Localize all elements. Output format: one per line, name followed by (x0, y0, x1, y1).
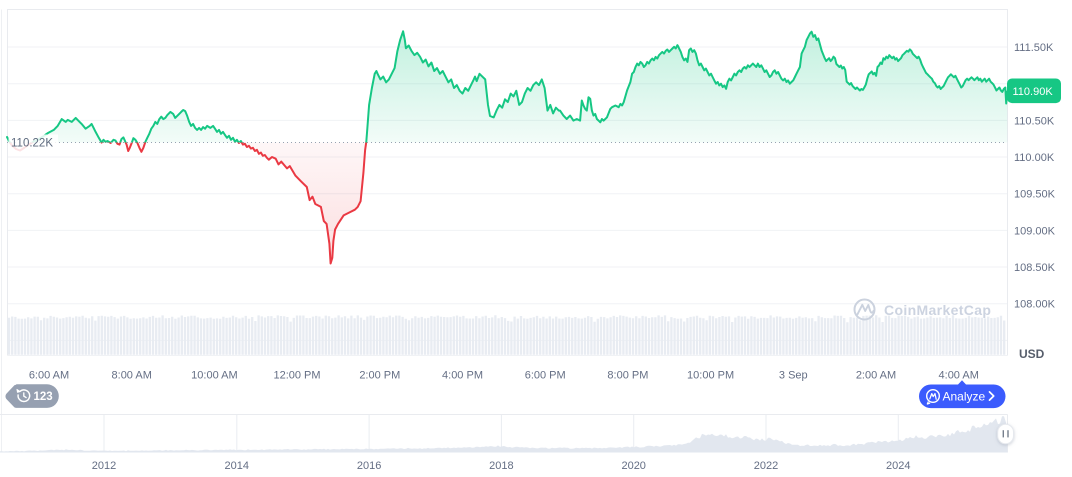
svg-text:2020: 2020 (621, 460, 645, 472)
svg-text:12:00 PM: 12:00 PM (273, 370, 320, 382)
svg-text:2016: 2016 (357, 460, 381, 472)
svg-text:108.00K: 108.00K (1014, 299, 1056, 311)
svg-text:2:00 AM: 2:00 AM (856, 370, 896, 382)
svg-text:123: 123 (34, 391, 53, 403)
svg-text:8:00 AM: 8:00 AM (112, 370, 152, 382)
svg-text:2018: 2018 (489, 460, 513, 472)
svg-text:109.00K: 109.00K (1014, 225, 1056, 237)
svg-text:USD: USD (1019, 347, 1045, 361)
svg-text:109.50K: 109.50K (1014, 189, 1056, 201)
svg-text:2024: 2024 (886, 460, 910, 472)
svg-text:Analyze: Analyze (943, 389, 986, 403)
svg-text:2012: 2012 (92, 460, 116, 472)
svg-text:2:00 PM: 2:00 PM (359, 370, 400, 382)
svg-text:10:00 PM: 10:00 PM (687, 370, 734, 382)
svg-text:8:00 PM: 8:00 PM (607, 370, 648, 382)
svg-text:6:00 AM: 6:00 AM (29, 370, 69, 382)
svg-text:4:00 AM: 4:00 AM (939, 370, 979, 382)
svg-text:CoinMarketCap: CoinMarketCap (884, 302, 991, 318)
svg-text:4:00 PM: 4:00 PM (442, 370, 483, 382)
svg-text:110.90K: 110.90K (1013, 86, 1054, 98)
svg-text:2014: 2014 (225, 460, 249, 472)
svg-text:108.50K: 108.50K (1014, 262, 1056, 274)
svg-text:10:00 AM: 10:00 AM (191, 370, 237, 382)
svg-text:110.50K: 110.50K (1014, 115, 1055, 127)
svg-text:2022: 2022 (754, 460, 778, 472)
svg-text:110.22K: 110.22K (11, 138, 53, 150)
svg-text:6:00 PM: 6:00 PM (525, 370, 566, 382)
svg-text:110.00K: 110.00K (1014, 152, 1055, 164)
svg-text:3 Sep: 3 Sep (779, 370, 808, 382)
svg-text:111.50K: 111.50K (1014, 42, 1054, 54)
